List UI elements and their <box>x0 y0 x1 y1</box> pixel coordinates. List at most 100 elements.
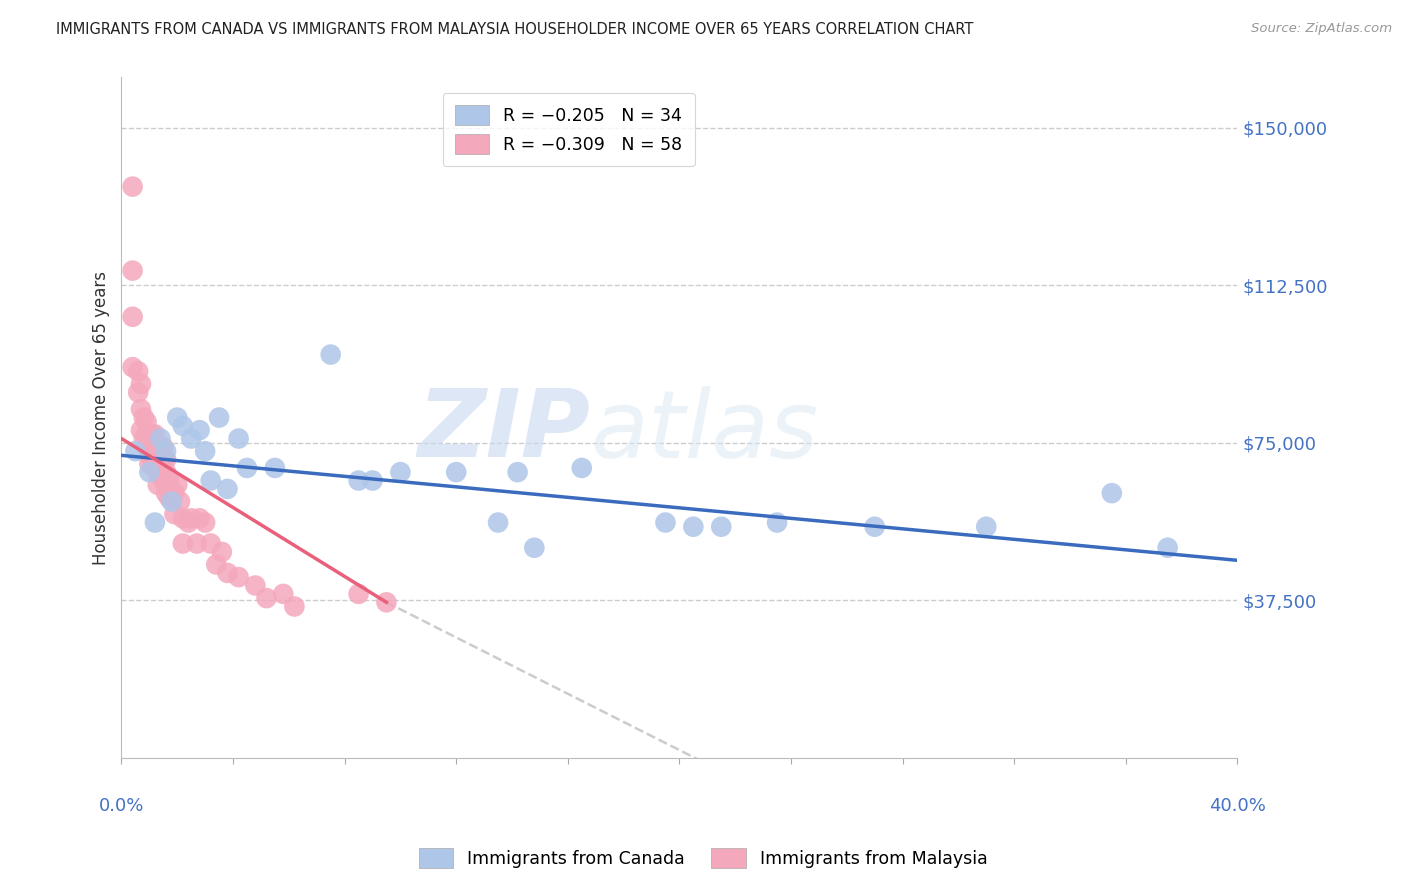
Point <box>121 263 143 277</box>
Point <box>152 474 174 488</box>
Point <box>160 486 183 500</box>
Point <box>149 465 172 479</box>
Point <box>146 452 169 467</box>
Point <box>121 310 143 324</box>
Text: ZIP: ZIP <box>418 385 591 477</box>
Point <box>143 461 166 475</box>
Point <box>172 511 194 525</box>
Point <box>157 491 180 505</box>
Point <box>141 440 163 454</box>
Point <box>155 444 177 458</box>
Point <box>228 570 250 584</box>
Point <box>138 448 160 462</box>
Point <box>152 452 174 467</box>
Point <box>389 465 412 479</box>
Point <box>141 427 163 442</box>
Point <box>188 511 211 525</box>
Point <box>143 427 166 442</box>
Point <box>155 452 177 467</box>
Point <box>256 591 278 606</box>
Point <box>129 402 152 417</box>
Point <box>863 520 886 534</box>
Point <box>506 465 529 479</box>
Point <box>135 440 157 454</box>
Point <box>710 520 733 534</box>
Point <box>172 536 194 550</box>
Text: IMMIGRANTS FROM CANADA VS IMMIGRANTS FROM MALAYSIA HOUSEHOLDER INCOME OVER 65 YE: IMMIGRANTS FROM CANADA VS IMMIGRANTS FRO… <box>56 22 973 37</box>
Point <box>194 444 217 458</box>
Point <box>211 545 233 559</box>
Point <box>217 482 239 496</box>
Point <box>172 419 194 434</box>
Y-axis label: Householder Income Over 65 years: Householder Income Over 65 years <box>93 270 110 565</box>
Point <box>177 516 200 530</box>
Point <box>228 432 250 446</box>
Point <box>523 541 546 555</box>
Legend: Immigrants from Canada, Immigrants from Malaysia: Immigrants from Canada, Immigrants from … <box>408 838 998 879</box>
Point <box>180 432 202 446</box>
Point <box>188 423 211 437</box>
Point <box>143 440 166 454</box>
Point <box>121 179 143 194</box>
Point <box>486 516 509 530</box>
Point <box>157 474 180 488</box>
Point <box>571 461 593 475</box>
Point <box>163 507 186 521</box>
Point <box>146 465 169 479</box>
Point <box>283 599 305 614</box>
Point <box>217 566 239 580</box>
Point <box>143 516 166 530</box>
Point <box>180 511 202 525</box>
Text: 0.0%: 0.0% <box>98 797 145 814</box>
Point <box>361 474 384 488</box>
Point <box>146 444 169 458</box>
Point <box>163 486 186 500</box>
Point <box>121 360 143 375</box>
Point <box>444 465 467 479</box>
Point <box>208 410 231 425</box>
Point <box>124 444 146 458</box>
Point <box>132 432 155 446</box>
Point <box>166 410 188 425</box>
Point <box>375 595 398 609</box>
Point <box>245 578 267 592</box>
Point <box>138 457 160 471</box>
Point <box>347 474 370 488</box>
Point <box>271 587 294 601</box>
Point <box>155 486 177 500</box>
Point <box>135 415 157 429</box>
Point <box>169 494 191 508</box>
Point <box>135 427 157 442</box>
Point <box>200 474 222 488</box>
Point <box>682 520 704 534</box>
Text: atlas: atlas <box>591 385 818 476</box>
Text: 40.0%: 40.0% <box>1209 797 1265 814</box>
Point <box>152 440 174 454</box>
Point <box>129 423 152 437</box>
Point <box>160 494 183 508</box>
Point <box>132 410 155 425</box>
Point <box>166 477 188 491</box>
Point <box>236 461 259 475</box>
Point <box>186 536 208 550</box>
Point <box>319 348 342 362</box>
Point <box>149 452 172 467</box>
Point <box>766 516 789 530</box>
Point <box>974 520 997 534</box>
Point <box>146 477 169 491</box>
Point <box>264 461 287 475</box>
Point <box>194 516 217 530</box>
Point <box>138 465 160 479</box>
Point <box>127 364 149 378</box>
Point <box>1101 486 1123 500</box>
Point <box>155 465 177 479</box>
Point <box>654 516 676 530</box>
Point <box>129 376 152 391</box>
Point <box>127 385 149 400</box>
Point <box>149 432 172 446</box>
Point <box>200 536 222 550</box>
Point <box>205 558 228 572</box>
Point <box>1156 541 1178 555</box>
Point <box>347 587 370 601</box>
Legend: R = −0.205   N = 34, R = −0.309   N = 58: R = −0.205 N = 34, R = −0.309 N = 58 <box>443 93 695 166</box>
